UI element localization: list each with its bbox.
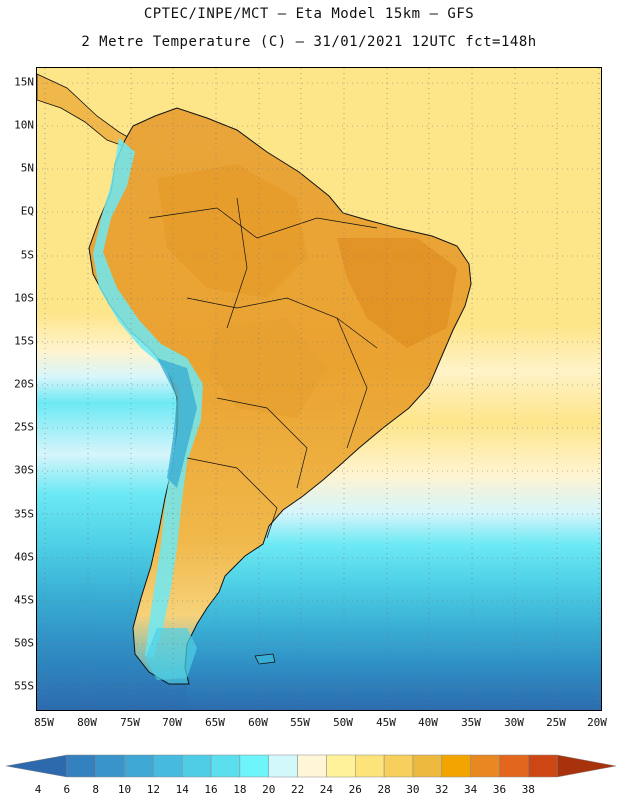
colorbar-swatch	[412, 754, 443, 778]
lon-label: 70W	[162, 716, 182, 729]
colorbar-label: 30	[406, 783, 419, 796]
falkland-islands	[254, 653, 276, 665]
lon-label: 50W	[333, 716, 353, 729]
colorbar-swatch	[383, 754, 414, 778]
lat-label: 40S	[14, 550, 34, 564]
colorbar-swatch	[66, 754, 96, 778]
lat-label: 15S	[14, 334, 34, 348]
lat-label: 5S	[20, 248, 34, 262]
lat-label: 5N	[20, 161, 34, 175]
lat-label: 30S	[14, 463, 34, 477]
map-canvas	[37, 68, 601, 710]
colorbar-swatch	[355, 754, 385, 778]
lat-label: 35S	[14, 507, 34, 521]
colorbar-label: 38	[522, 783, 535, 796]
lon-label: 20W	[587, 716, 607, 729]
lat-label: 15N	[14, 75, 34, 89]
lon-label: 40W	[418, 716, 438, 729]
temperature-colorbar: 4 6 8 10 12 14 16 18 20 22 24 26 28 30 32 34 36 38	[5, 754, 617, 796]
colorbar-swatch	[326, 754, 356, 778]
colorbar-label: 36	[493, 783, 506, 796]
lon-label: 65W	[205, 716, 225, 729]
andes-cool-strip	[93, 138, 203, 658]
map-title-line2: 2 Metre Temperature (C) – 31/01/2021 12U…	[81, 34, 537, 50]
lon-label: 75W	[120, 716, 140, 729]
colorbar-swatch	[181, 754, 212, 778]
colorbar-label: 4	[35, 783, 42, 796]
colorbar-swatch	[268, 754, 298, 778]
colorbar-swatch	[239, 754, 269, 778]
map-title-line1: CPTEC/INPE/MCT – Eta Model 15km – GFS	[143, 6, 475, 22]
colorbar-swatch	[124, 754, 154, 778]
colorbar-arrow-low	[5, 754, 68, 778]
lon-label: 45W	[376, 716, 396, 729]
colorbar-label: 34	[464, 783, 478, 796]
lon-label: 60W	[248, 716, 268, 729]
colorbar-label: 6	[64, 783, 71, 796]
lon-label: 55W	[290, 716, 310, 729]
colorbar-swatch	[95, 754, 125, 778]
lon-label: 25W	[546, 716, 566, 729]
colorbar-arrow-high	[556, 754, 617, 778]
lon-label: 85W	[34, 716, 54, 729]
lon-label: 30W	[504, 716, 524, 729]
lat-label: EQ	[20, 204, 34, 218]
colorbar-swatch	[210, 754, 241, 778]
colorbar-swatch	[499, 754, 529, 778]
lat-label: 55S	[14, 679, 34, 693]
colorbar-label: 16	[204, 783, 217, 796]
colorbar-label: 8	[92, 783, 99, 796]
colorbar-label: 10	[118, 783, 131, 796]
colorbar-swatch	[470, 754, 500, 778]
colorbar-label: 22	[291, 783, 304, 796]
lat-label: 10S	[14, 291, 34, 305]
colorbar-swatch	[528, 754, 558, 778]
lat-label: 25S	[14, 420, 34, 434]
lat-label: 45S	[14, 593, 34, 607]
colorbar-label: 12	[147, 783, 160, 796]
colorbar-label: 14	[176, 783, 190, 796]
colorbar-swatch	[441, 754, 471, 778]
colorbar-label: 28	[377, 783, 390, 796]
lat-label: 20S	[14, 377, 34, 391]
lon-label: 35W	[461, 716, 481, 729]
colorbar-label: 26	[349, 783, 362, 796]
lon-label: 80W	[77, 716, 97, 729]
colorbar-label: 24	[320, 783, 334, 796]
colorbar-swatch	[153, 754, 183, 778]
temperature-map[interactable]	[36, 67, 602, 711]
colorbar-label: 18	[233, 783, 246, 796]
lat-label: 50S	[14, 636, 34, 650]
lat-label: 10N	[14, 118, 34, 132]
colorbar-swatch	[297, 754, 327, 778]
colorbar-label: 32	[435, 783, 448, 796]
colorbar-label: 20	[262, 783, 275, 796]
